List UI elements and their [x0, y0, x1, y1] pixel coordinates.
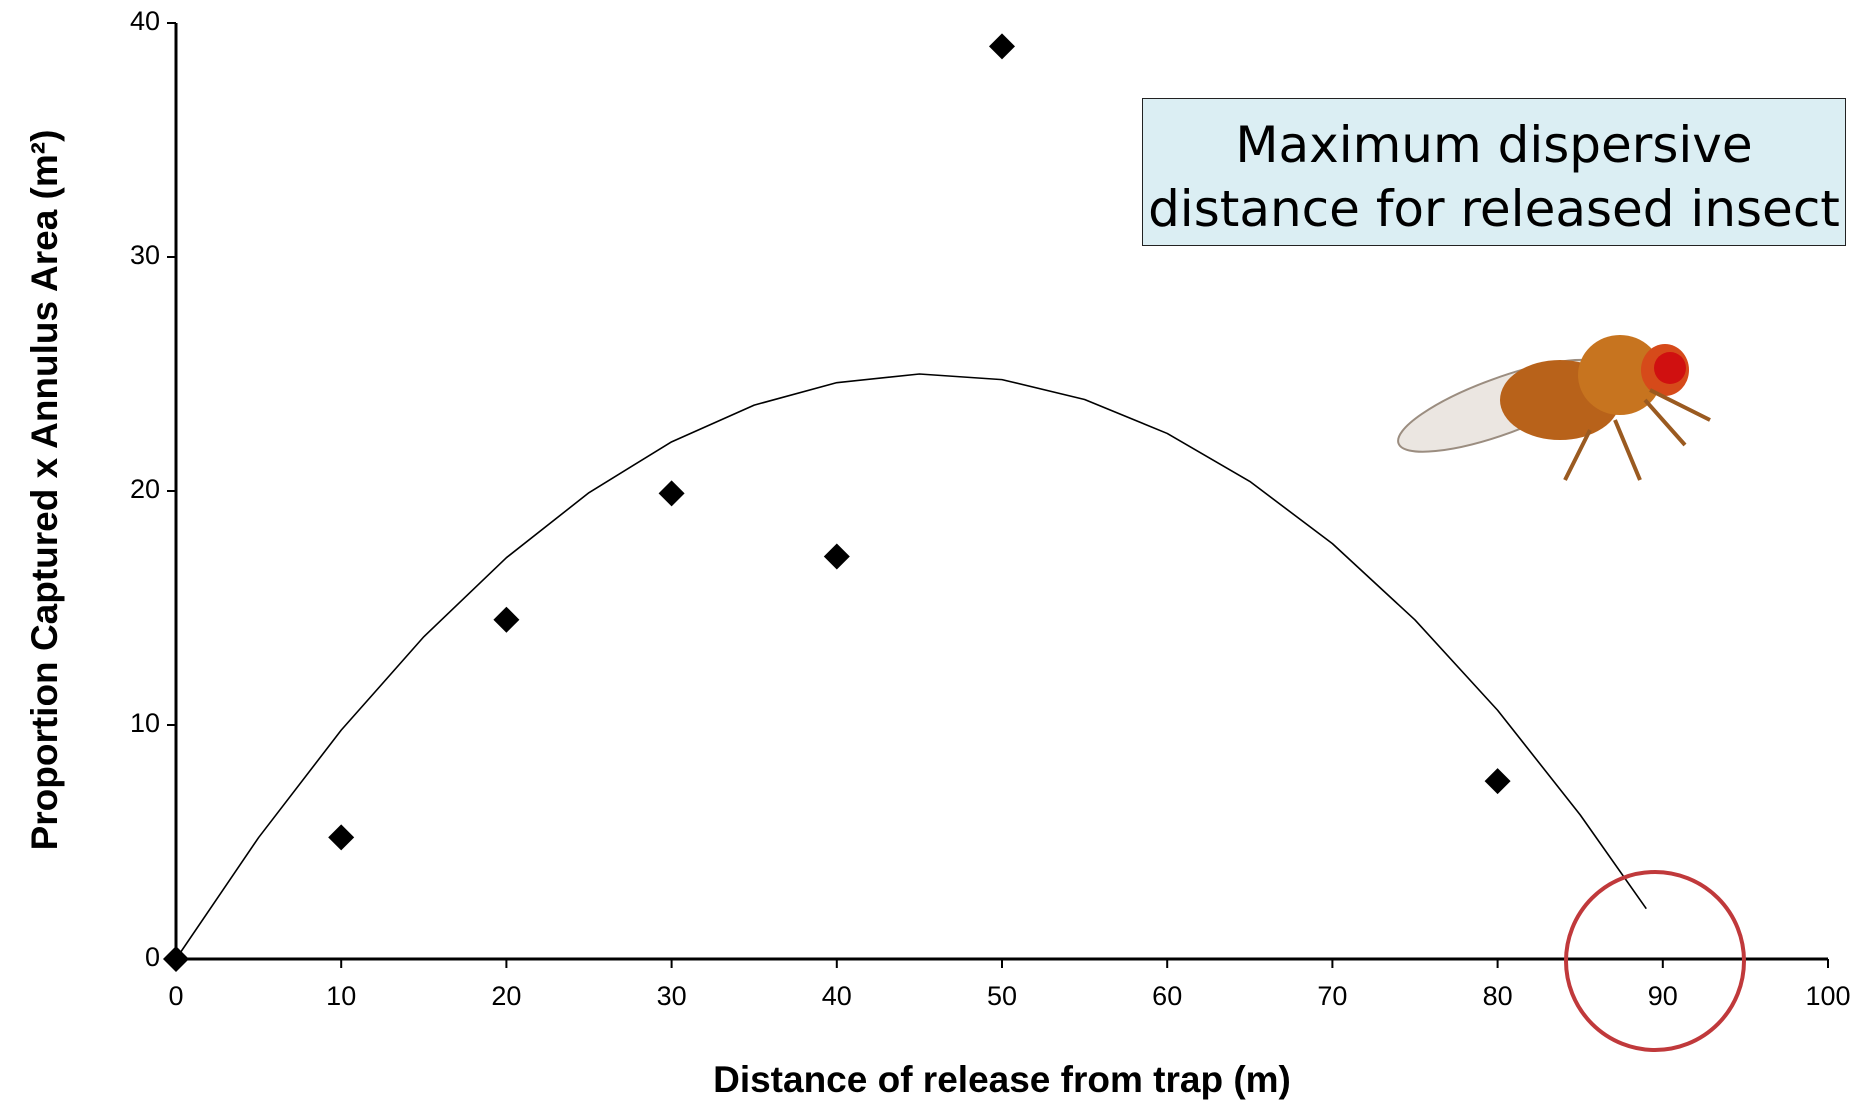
x-axis-title: Distance of release from trap (m) — [713, 1059, 1291, 1100]
data-point — [658, 480, 685, 507]
x-tick-label: 70 — [1317, 981, 1347, 1011]
data-point — [1484, 768, 1511, 795]
x-tick-label: 20 — [491, 981, 521, 1011]
highlight-circle — [1564, 870, 1746, 1052]
x-tick-label: 40 — [822, 981, 852, 1011]
x-tick-label: 80 — [1483, 981, 1513, 1011]
y-tick-label: 30 — [130, 240, 160, 270]
x-tick-label: 10 — [326, 981, 356, 1011]
fly-illustration — [1397, 335, 1711, 481]
y-axis-title: Proportion Captured x Annulus Area (m²) — [24, 130, 65, 851]
trend-curve — [175, 373, 1647, 960]
plot: 0 10 20 30 40 0 10 20 30 40 50 60 70 80 90 100 — [130, 6, 1851, 1011]
y-tick-label: 10 — [130, 708, 160, 738]
x-tick-label: 100 — [1805, 981, 1850, 1011]
data-point — [989, 33, 1015, 60]
x-tick-label: 90 — [1648, 981, 1678, 1011]
data-point — [493, 606, 520, 633]
y-tick-label: 0 — [145, 942, 160, 972]
y-tick-label: 20 — [130, 474, 160, 504]
data-point — [328, 824, 355, 851]
x-tick-label: 30 — [657, 981, 687, 1011]
data-point — [823, 543, 850, 570]
y-tick-label: 40 — [130, 6, 160, 36]
x-tick-label: 0 — [168, 981, 183, 1011]
annotation-box: Maximum dispersive distance for released… — [1142, 98, 1846, 246]
x-tick-label: 50 — [987, 981, 1017, 1011]
x-tick-label: 60 — [1152, 981, 1182, 1011]
